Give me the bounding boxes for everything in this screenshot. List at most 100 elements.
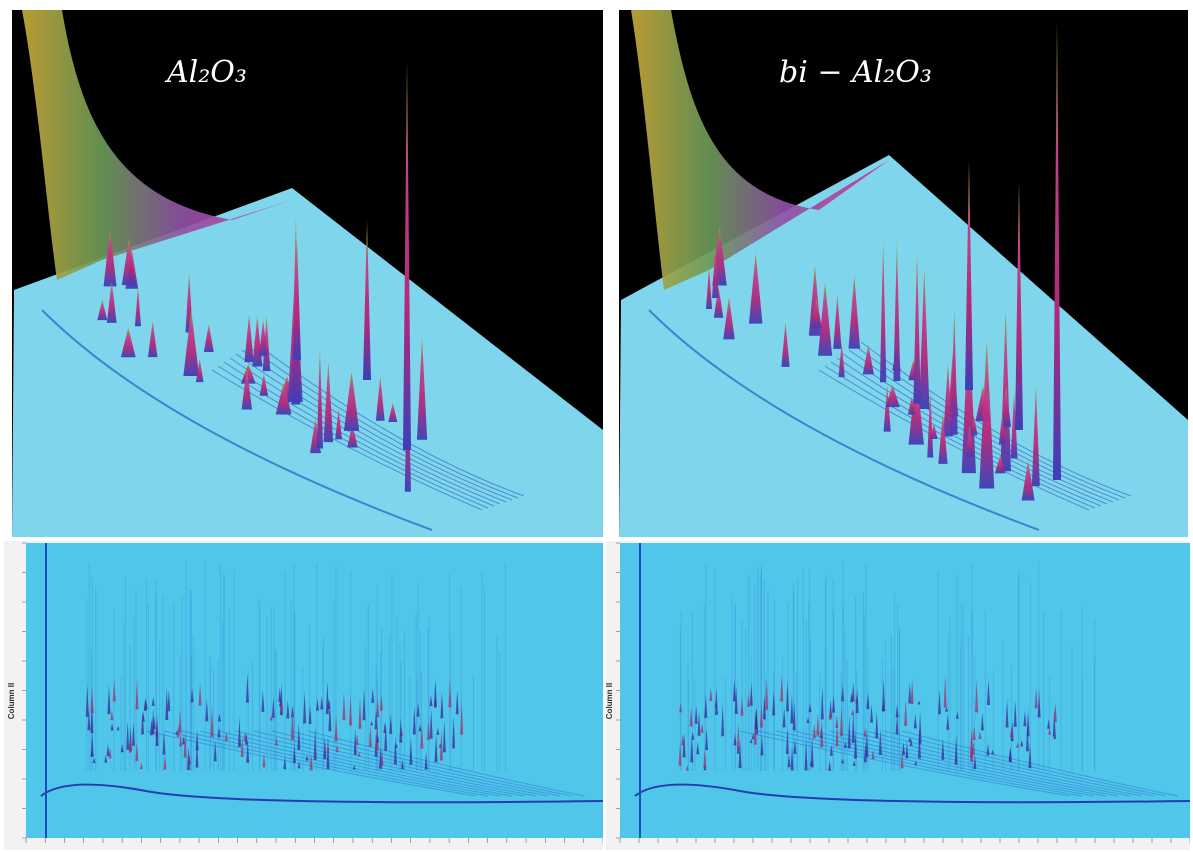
- peak: [885, 384, 900, 408]
- spot: [190, 688, 194, 703]
- streak: [818, 369, 1090, 511]
- spot: [1034, 688, 1038, 709]
- spot: [460, 701, 464, 735]
- peak: [183, 309, 200, 376]
- spot: [107, 684, 111, 715]
- spot: [144, 699, 148, 710]
- peak: [103, 228, 117, 287]
- streak: [241, 349, 513, 501]
- streak: [829, 730, 1131, 797]
- spot: [866, 691, 870, 710]
- peak: [120, 327, 136, 358]
- peak: [913, 252, 921, 404]
- spot: [808, 703, 812, 713]
- peak: [293, 240, 301, 360]
- spot: [1037, 689, 1041, 718]
- spot: [175, 730, 179, 735]
- spot: [376, 734, 380, 743]
- spot: [689, 706, 693, 727]
- spot: [104, 754, 108, 763]
- spot: [349, 695, 353, 726]
- spot: [420, 722, 424, 749]
- spot: [434, 733, 438, 763]
- spot: [355, 733, 359, 746]
- spot: [292, 745, 296, 764]
- spot: [697, 711, 701, 736]
- spot: [908, 683, 912, 704]
- spot: [309, 753, 313, 771]
- spot: [92, 757, 96, 764]
- spot: [851, 710, 855, 743]
- spot: [440, 691, 444, 719]
- spot: [785, 728, 789, 754]
- spot: [787, 753, 791, 768]
- spot: [179, 735, 183, 747]
- spot: [973, 755, 977, 770]
- peak: [848, 275, 861, 349]
- peak: [262, 315, 271, 372]
- spot: [943, 674, 947, 708]
- spot: [409, 738, 413, 765]
- spot: [374, 709, 378, 730]
- spot: [323, 737, 327, 760]
- streak: [217, 730, 525, 797]
- spot: [357, 752, 361, 757]
- peak: [970, 415, 978, 436]
- spot: [141, 710, 145, 735]
- spot: [383, 722, 387, 734]
- peak: [994, 455, 1006, 474]
- peak: [323, 361, 334, 443]
- spot: [736, 722, 740, 750]
- peak: [833, 294, 842, 349]
- spot: [851, 708, 855, 716]
- spot: [244, 732, 248, 745]
- spot: [245, 673, 249, 703]
- peak: [818, 282, 833, 356]
- spot: [278, 687, 282, 702]
- spot: [438, 743, 442, 748]
- surface-plot: bi − Al₂O₃: [619, 10, 1188, 537]
- spot: [975, 680, 979, 713]
- spot: [165, 687, 169, 721]
- peak: [134, 286, 142, 327]
- spot: [280, 700, 284, 711]
- spot: [772, 690, 776, 716]
- peak: [862, 344, 874, 375]
- peak: [195, 358, 204, 383]
- spot: [1013, 700, 1017, 727]
- peak: [965, 160, 973, 390]
- spot: [286, 699, 290, 719]
- panel-label: bi − Al₂O₃: [779, 55, 932, 90]
- spot: [828, 707, 832, 720]
- spot: [863, 743, 867, 763]
- spot: [303, 691, 307, 724]
- spot: [806, 717, 810, 724]
- spot: [283, 756, 287, 770]
- spot: [938, 690, 942, 715]
- spot: [167, 689, 171, 712]
- streak: [199, 730, 513, 797]
- spot: [905, 742, 909, 759]
- spot: [342, 691, 346, 721]
- spot: [87, 709, 91, 731]
- spot: [90, 730, 94, 757]
- spot: [721, 703, 725, 737]
- spot: [131, 721, 135, 746]
- peak: [121, 237, 137, 286]
- spot: [900, 750, 904, 769]
- spot: [780, 674, 784, 702]
- spot: [736, 745, 740, 754]
- plot-area: [26, 543, 603, 838]
- spot: [910, 679, 914, 704]
- streak: [842, 353, 1114, 503]
- peak: [343, 371, 360, 431]
- spot: [895, 703, 899, 718]
- spot: [418, 725, 422, 732]
- spot: [237, 716, 241, 748]
- spot: [313, 727, 317, 760]
- spot: [851, 682, 855, 702]
- peak: [244, 314, 254, 363]
- surface-plot: Al₂O₃: [12, 10, 603, 537]
- spot: [1047, 718, 1051, 729]
- spot: [812, 723, 816, 739]
